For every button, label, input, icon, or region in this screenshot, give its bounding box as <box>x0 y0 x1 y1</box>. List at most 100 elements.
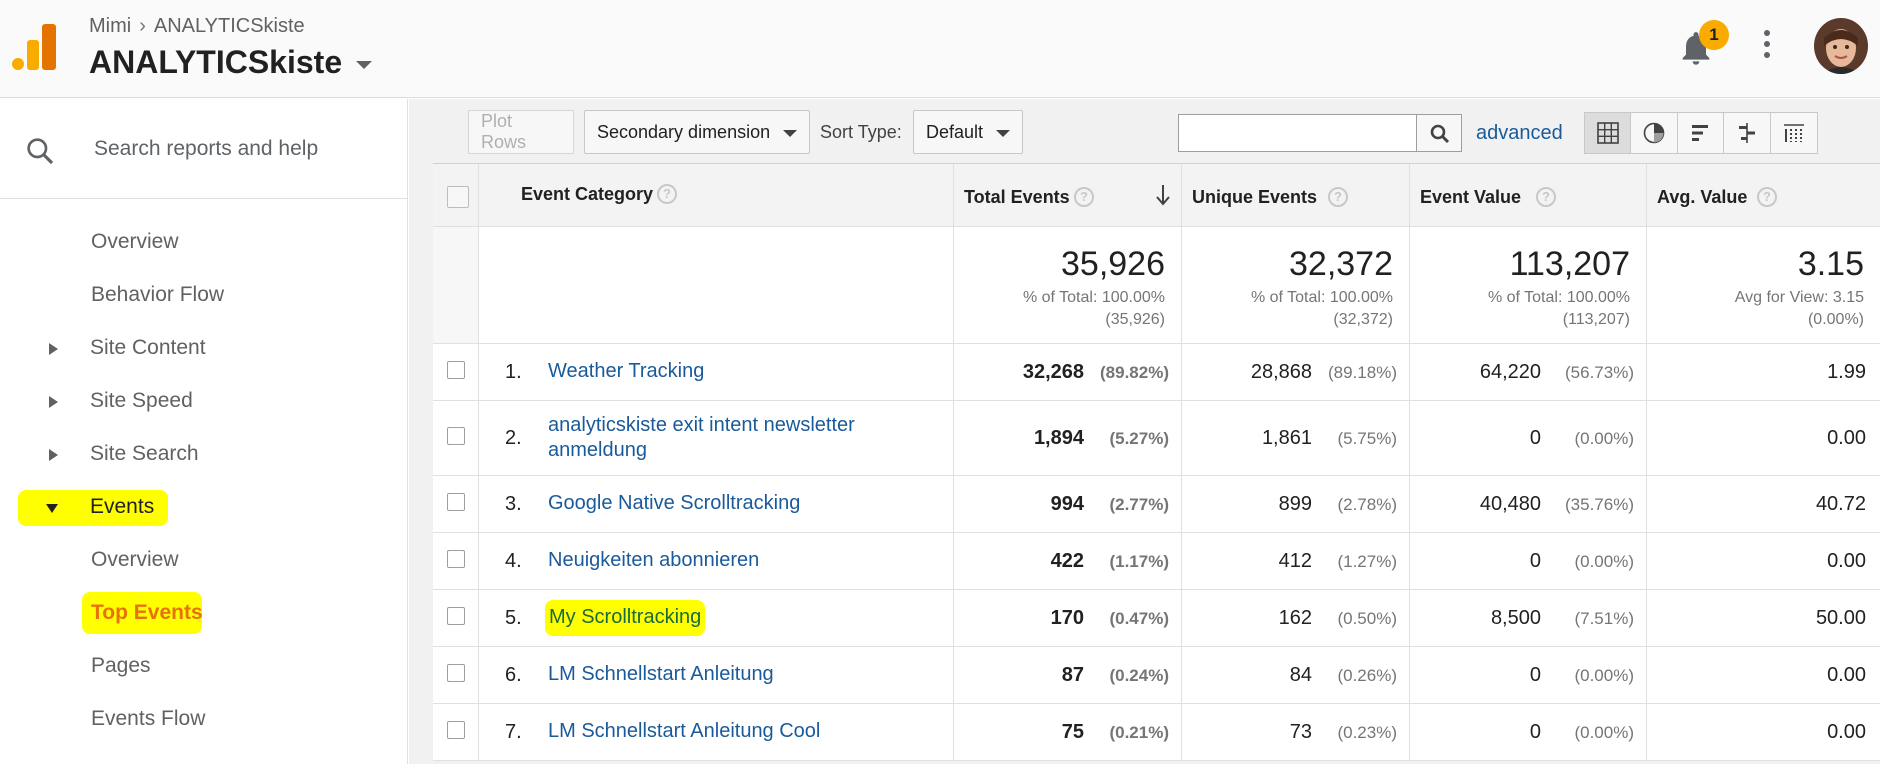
sidebar-search[interactable]: Search reports and help <box>0 99 408 199</box>
sort-type-dropdown[interactable]: Default <box>913 110 1023 154</box>
sidebar-item-site-content[interactable]: Site Content <box>0 328 408 368</box>
row-unique-events-pct: (0.23%) <box>1337 723 1397 742</box>
triangle-right-icon[interactable] <box>49 449 58 461</box>
sort-type-label: Sort Type: <box>820 122 902 142</box>
breadcrumb[interactable]: Mimi › ANALYTICSkiste <box>89 15 305 38</box>
sidebar-item-overview[interactable]: Overview <box>0 222 408 262</box>
row-unique-events: 73 <box>1289 721 1312 743</box>
row-category-link[interactable]: LM Schnellstart Anleitung <box>548 663 774 685</box>
column-header-label: Event Value <box>1420 187 1522 207</box>
row-total-events: 75 <box>1061 721 1084 743</box>
row-event-value: 0 <box>1529 721 1541 743</box>
bar-view-icon[interactable] <box>1677 113 1725 153</box>
table-row: 3. Google Native Scrolltracking 994 (2.7… <box>433 476 1880 533</box>
row-category-link[interactable]: Neuigkeiten abonnieren <box>548 549 760 571</box>
search-icon[interactable] <box>24 135 56 167</box>
column-header-unique-events[interactable]: Unique Events ? <box>1182 164 1410 226</box>
row-event-value: 0 <box>1529 427 1541 449</box>
summary-value: 32,372 <box>1289 245 1393 283</box>
breadcrumb-account[interactable]: Mimi <box>89 15 132 37</box>
advanced-filter-link[interactable]: advanced <box>1476 122 1563 144</box>
column-header-avg-value[interactable]: Avg. Value ? <box>1647 164 1880 226</box>
row-category-link[interactable]: My Scrolltracking <box>545 600 706 636</box>
row-number: 3. <box>505 493 522 515</box>
sidebar-item-events-flow[interactable]: Events Flow <box>0 699 408 739</box>
view-selector[interactable]: ANALYTICSkiste <box>89 44 373 81</box>
sidebar-item-site-speed[interactable]: Site Speed <box>0 381 408 421</box>
select-all-checkbox[interactable] <box>447 186 469 208</box>
column-header-total-events[interactable]: Total Events ? <box>954 164 1182 226</box>
column-header-label: Unique Events <box>1192 187 1318 207</box>
row-unique-events: 1,861 <box>1261 427 1312 449</box>
row-event-value-pct: (0.00%) <box>1574 552 1634 571</box>
column-header-event-value[interactable]: Event Value ? <box>1410 164 1647 226</box>
row-avg-value: 0.00 <box>1827 664 1866 686</box>
breadcrumb-property[interactable]: ANALYTICSkiste <box>153 15 305 37</box>
sidebar-item-label: Behavior Flow <box>91 283 225 306</box>
row-category-link[interactable]: LM Schnellstart Anleitung Cool <box>548 720 821 742</box>
row-checkbox[interactable] <box>447 664 465 682</box>
more-vert-icon[interactable] <box>1760 30 1774 64</box>
question-icon[interactable]: ? <box>1536 187 1556 207</box>
plot-rows-button[interactable]: Plot Rows <box>468 110 574 154</box>
row-checkbox[interactable] <box>447 550 465 568</box>
unique-events-summary: 32,372 % of Total: 100.00% (32,372) <box>1182 227 1410 343</box>
triangle-right-icon[interactable] <box>49 343 58 355</box>
row-unique-events-pct: (1.27%) <box>1337 552 1397 571</box>
analytics-logo-icon[interactable] <box>12 24 56 70</box>
search-placeholder[interactable]: Search reports and help <box>94 137 319 160</box>
sidebar-item-events-overview[interactable]: Overview <box>0 540 408 580</box>
pie-view-icon[interactable] <box>1631 113 1678 153</box>
sidebar-item-events[interactable]: Events <box>0 487 408 527</box>
sidebar-item-behavior-flow[interactable]: Behavior Flow <box>0 275 408 315</box>
table-search-input[interactable] <box>1178 114 1416 152</box>
question-icon[interactable]: ? <box>657 184 677 204</box>
table-view-icon[interactable] <box>1585 113 1632 153</box>
question-icon[interactable]: ? <box>1074 187 1094 207</box>
row-checkbox[interactable] <box>447 361 465 379</box>
sidebar-item-label: Site Content <box>90 336 206 359</box>
sidebar-item-label: Events <box>90 495 155 518</box>
row-total-events-pct: (0.47%) <box>1109 609 1169 628</box>
row-unique-events-pct: (2.78%) <box>1337 495 1397 514</box>
question-icon[interactable]: ? <box>1757 187 1777 207</box>
comparison-view-icon[interactable] <box>1724 113 1771 153</box>
row-avg-value: 50.00 <box>1815 607 1866 629</box>
row-checkbox[interactable] <box>447 607 465 625</box>
row-unique-events: 28,868 <box>1250 361 1312 383</box>
question-icon[interactable]: ? <box>1328 187 1348 207</box>
row-event-value: 0 <box>1529 664 1541 686</box>
pivot-view-icon[interactable] <box>1770 113 1818 153</box>
row-category-link[interactable]: analyticskiste exit intent newsletter an… <box>548 414 855 461</box>
triangle-right-icon[interactable] <box>49 396 58 408</box>
row-category-link[interactable]: Google Native Scrolltracking <box>548 492 801 514</box>
avatar[interactable] <box>1814 18 1868 74</box>
column-header-category[interactable]: Event Category ? <box>479 164 954 226</box>
sidebar-item-label: Site Speed <box>90 389 193 412</box>
table-search-button[interactable] <box>1416 114 1462 152</box>
row-checkbox[interactable] <box>447 721 465 739</box>
summary-percent: Avg for View: 3.15 <box>1734 289 1864 306</box>
sort-type-value: Default <box>926 121 984 142</box>
row-event-value: 8,500 <box>1490 607 1541 629</box>
highlight-marker <box>18 490 168 526</box>
sidebar-item-top-events[interactable]: Top Events <box>0 592 408 634</box>
secondary-dimension-dropdown[interactable]: Secondary dimension <box>584 110 810 154</box>
caret-down-icon <box>783 130 797 137</box>
sidebar-item-site-search[interactable]: Site Search <box>0 434 408 474</box>
sidebar-item-pages[interactable]: Pages <box>0 646 408 686</box>
row-category-link[interactable]: Weather Tracking <box>548 360 705 382</box>
row-total-events-pct: (1.17%) <box>1109 552 1169 571</box>
table-row: 5. My Scrolltracking 170 (0.47%) 162 (0.… <box>433 590 1880 647</box>
caret-down-icon[interactable] <box>356 60 373 69</box>
triangle-down-icon[interactable] <box>46 504 58 513</box>
page-title[interactable]: ANALYTICSkiste <box>89 44 343 80</box>
row-checkbox[interactable] <box>447 493 465 511</box>
column-header-label: Avg. Value <box>1657 187 1748 207</box>
avg-value-summary: 3.15 Avg for View: 3.15 (0.00%) <box>1647 227 1880 343</box>
row-total-events-pct: (5.27%) <box>1109 429 1169 448</box>
row-checkbox[interactable] <box>447 427 465 445</box>
row-event-value: 64,220 <box>1479 361 1541 383</box>
sort-arrow-icon[interactable] <box>1154 184 1172 206</box>
sidebar-item-label: Pages <box>91 654 151 677</box>
